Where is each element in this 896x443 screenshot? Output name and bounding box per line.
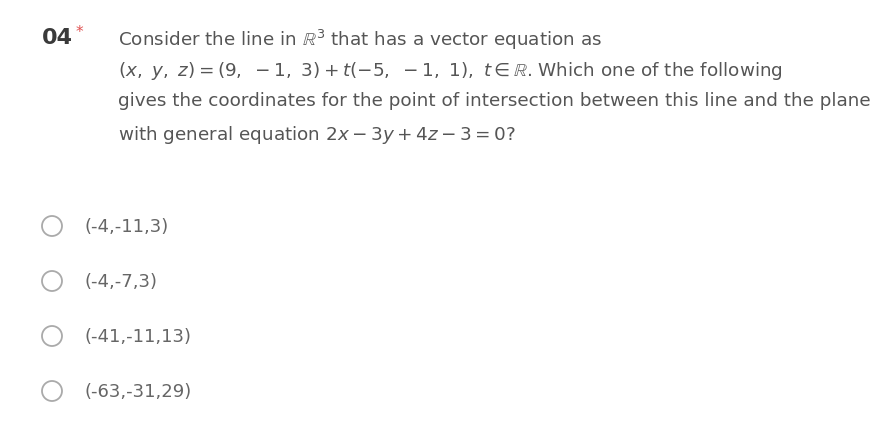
Text: 04: 04 [42,28,73,48]
Text: (-41,-11,13): (-41,-11,13) [84,328,191,346]
Text: (-4,-11,3): (-4,-11,3) [84,218,168,236]
Text: Consider the line in $\mathbb{R}^3$ that has a vector equation as: Consider the line in $\mathbb{R}^3$ that… [118,28,602,52]
Text: (-63,-31,29): (-63,-31,29) [84,383,191,401]
Text: (-4,-7,3): (-4,-7,3) [84,273,157,291]
Text: with general equation $2x - 3y + 4z - 3 = 0$?: with general equation $2x - 3y + 4z - 3 … [118,124,516,146]
Text: *: * [76,25,83,40]
Text: $(x,\ y,\ z) = (9,\ -1,\ 3) + t(-5,\ -1,\ 1),\ t \in \mathbb{R}$. Which one of t: $(x,\ y,\ z) = (9,\ -1,\ 3) + t(-5,\ -1,… [118,60,783,82]
Text: gives the coordinates for the point of intersection between this line and the pl: gives the coordinates for the point of i… [118,92,871,110]
